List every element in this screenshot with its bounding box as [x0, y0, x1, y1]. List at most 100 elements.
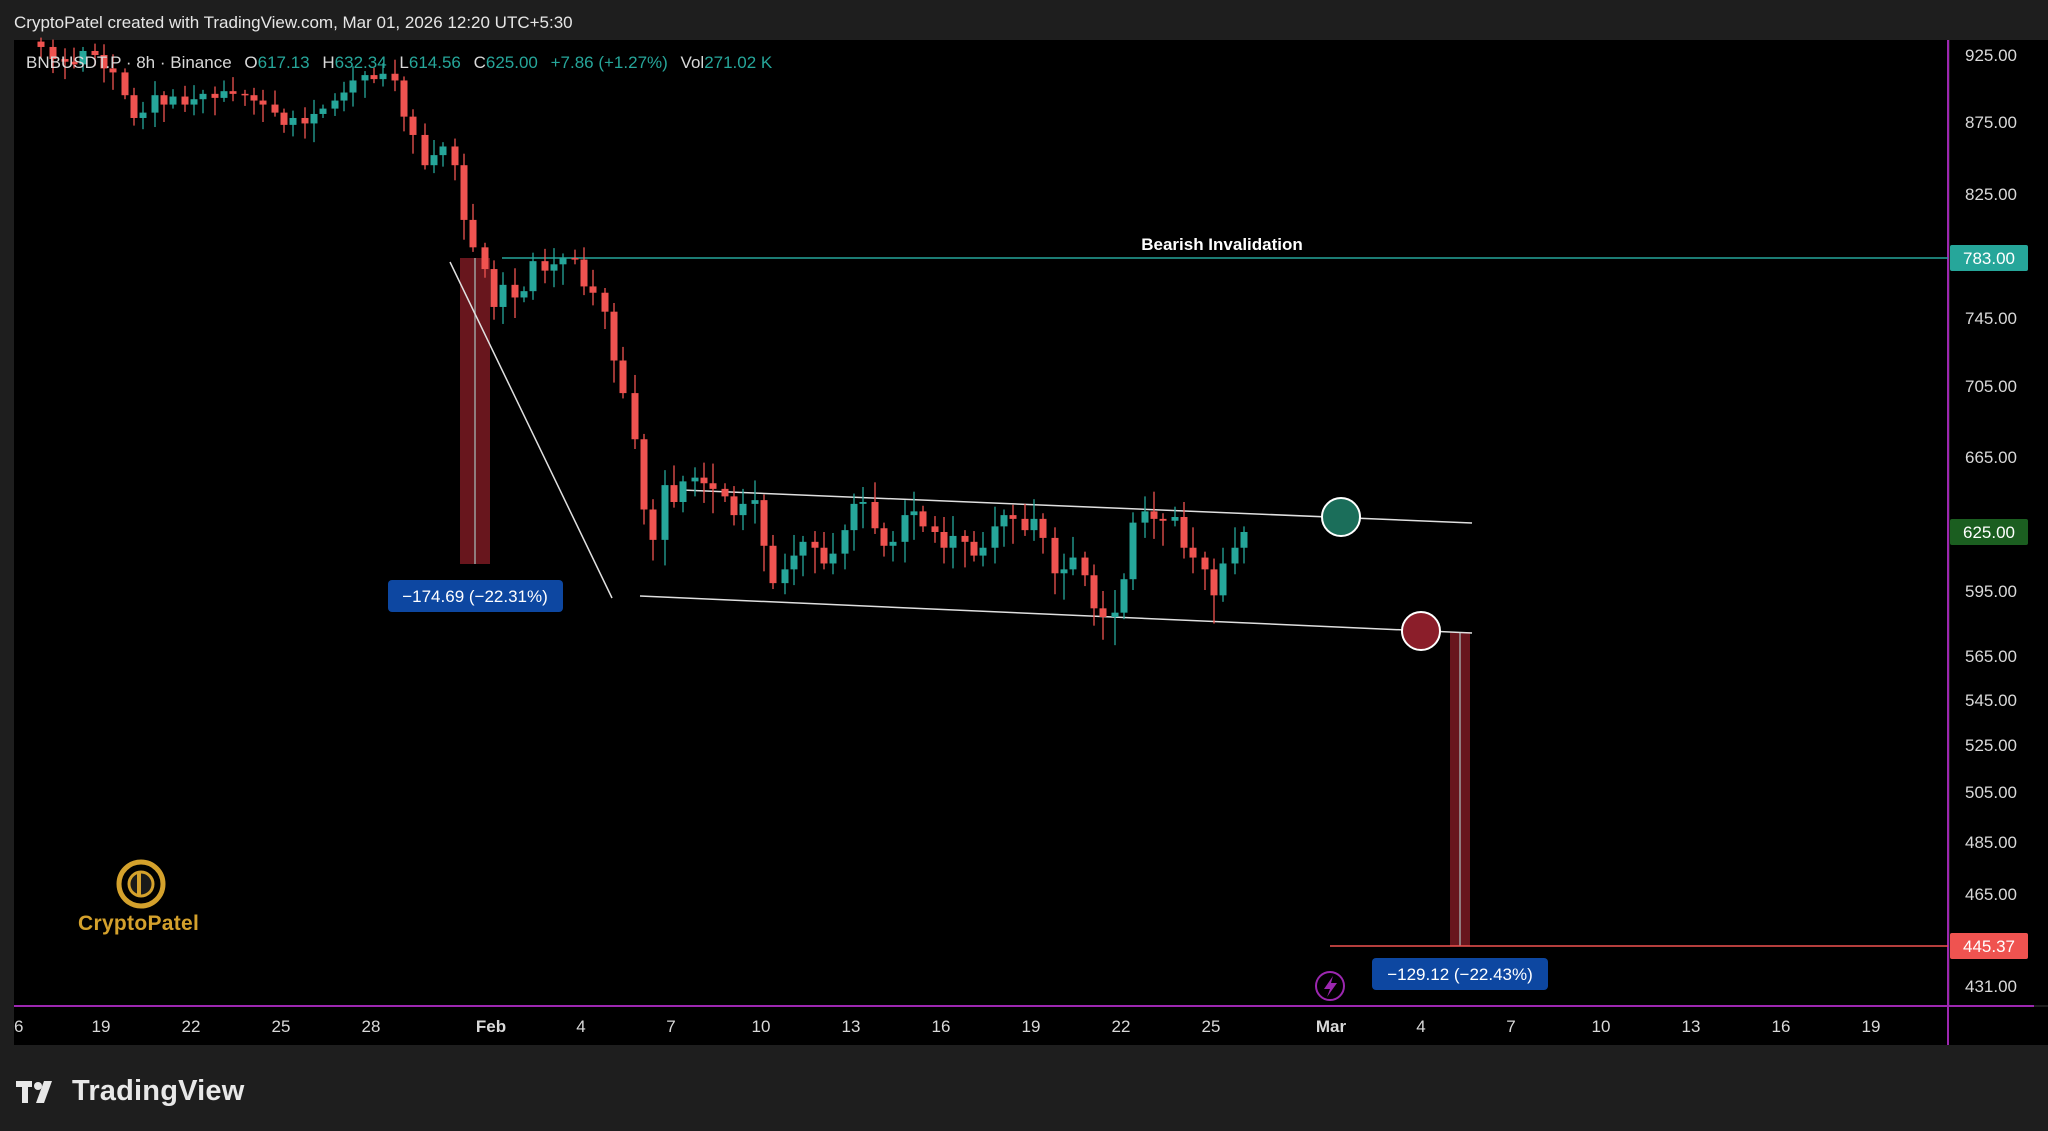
- candle[interactable]: [469, 203, 477, 252]
- candle[interactable]: [421, 123, 429, 170]
- candle[interactable]: [511, 268, 519, 318]
- candle[interactable]: [709, 463, 717, 514]
- candle[interactable]: [391, 59, 399, 92]
- candle[interactable]: [1240, 526, 1248, 564]
- candle[interactable]: [199, 89, 207, 114]
- candle[interactable]: [871, 482, 879, 534]
- candle[interactable]: [799, 535, 807, 577]
- candle[interactable]: [280, 108, 288, 133]
- candle[interactable]: [940, 517, 948, 564]
- candle[interactable]: [610, 303, 618, 383]
- candle[interactable]: [670, 465, 678, 508]
- candle[interactable]: [979, 532, 987, 567]
- price-tag[interactable]: 445.37: [1950, 933, 2028, 959]
- candle[interactable]: [211, 86, 219, 116]
- candle[interactable]: [151, 81, 159, 128]
- candle[interactable]: [430, 140, 438, 174]
- plot-area[interactable]: [14, 40, 1948, 1005]
- candle[interactable]: [1051, 527, 1059, 595]
- candle[interactable]: [559, 253, 567, 285]
- candle[interactable]: [460, 153, 468, 240]
- candle[interactable]: [1039, 513, 1047, 554]
- candle[interactable]: [139, 101, 147, 130]
- candle[interactable]: [130, 87, 138, 126]
- candle[interactable]: [730, 486, 738, 526]
- candle[interactable]: [91, 43, 99, 66]
- candle[interactable]: [1201, 551, 1209, 591]
- candle[interactable]: [409, 109, 417, 154]
- candle[interactable]: [541, 248, 549, 284]
- candle[interactable]: [571, 249, 579, 265]
- candle[interactable]: [1150, 491, 1158, 539]
- candle[interactable]: [1129, 512, 1137, 591]
- candle[interactable]: [1000, 509, 1008, 547]
- candle[interactable]: [100, 44, 108, 83]
- candle[interactable]: [880, 522, 888, 557]
- candle[interactable]: [1069, 536, 1077, 576]
- candle[interactable]: [181, 85, 189, 112]
- candle[interactable]: [319, 104, 327, 118]
- candle[interactable]: [931, 516, 939, 543]
- candle[interactable]: [61, 48, 69, 80]
- candle[interactable]: [841, 524, 849, 570]
- candle[interactable]: [1171, 506, 1179, 527]
- candle[interactable]: [400, 76, 408, 132]
- price-tag[interactable]: 783.00: [1950, 245, 2028, 271]
- candle[interactable]: [589, 269, 597, 306]
- candle[interactable]: [859, 487, 867, 529]
- candle[interactable]: [160, 91, 168, 122]
- candle[interactable]: [1090, 564, 1098, 626]
- candle[interactable]: [379, 63, 387, 87]
- candle[interactable]: [439, 142, 447, 167]
- candle[interactable]: [520, 286, 528, 303]
- candle[interactable]: [580, 247, 588, 296]
- candle[interactable]: [451, 138, 459, 181]
- candle[interactable]: [289, 110, 297, 137]
- candle[interactable]: [271, 90, 279, 117]
- candle[interactable]: [1210, 558, 1218, 624]
- trendline[interactable]: [449, 261, 613, 599]
- candle[interactable]: [790, 534, 798, 586]
- candle[interactable]: [1081, 551, 1089, 587]
- candle[interactable]: [310, 99, 318, 143]
- time-axis[interactable]: [14, 1007, 2048, 1045]
- candle[interactable]: [811, 531, 819, 574]
- price-tag[interactable]: 625.00: [1950, 519, 2028, 545]
- candle[interactable]: [601, 288, 609, 330]
- candle[interactable]: [331, 93, 339, 116]
- candle[interactable]: [550, 248, 558, 288]
- candle[interactable]: [700, 462, 708, 503]
- candle[interactable]: [1111, 590, 1119, 646]
- candle[interactable]: [1219, 547, 1227, 602]
- candle[interactable]: [910, 491, 918, 540]
- candle[interactable]: [250, 87, 258, 115]
- candle[interactable]: [1060, 553, 1068, 600]
- candle[interactable]: [649, 499, 657, 561]
- candle[interactable]: [691, 467, 699, 497]
- candle[interactable]: [121, 68, 129, 100]
- breakdown-marker[interactable]: [1401, 611, 1441, 651]
- candle[interactable]: [679, 475, 687, 513]
- candle[interactable]: [991, 506, 999, 564]
- candle[interactable]: [1159, 513, 1167, 546]
- candle[interactable]: [850, 493, 858, 551]
- candle[interactable]: [190, 85, 198, 116]
- channel-lower-line[interactable]: [639, 595, 1473, 634]
- candle[interactable]: [781, 553, 789, 595]
- candle[interactable]: [751, 480, 759, 524]
- candle[interactable]: [769, 534, 777, 590]
- candle[interactable]: [49, 39, 57, 74]
- candle[interactable]: [70, 47, 78, 69]
- candle[interactable]: [829, 532, 837, 575]
- candle[interactable]: [301, 107, 309, 139]
- candle[interactable]: [919, 505, 927, 532]
- lightning-icon[interactable]: [1315, 971, 1345, 1001]
- candle[interactable]: [361, 71, 369, 98]
- tradingview-brand[interactable]: TradingView: [16, 1075, 245, 1108]
- candle[interactable]: [109, 54, 117, 90]
- candle[interactable]: [1231, 527, 1239, 575]
- candle[interactable]: [349, 66, 357, 107]
- candle[interactable]: [889, 531, 897, 562]
- candle[interactable]: [619, 346, 627, 399]
- breakout-marker[interactable]: [1321, 497, 1361, 537]
